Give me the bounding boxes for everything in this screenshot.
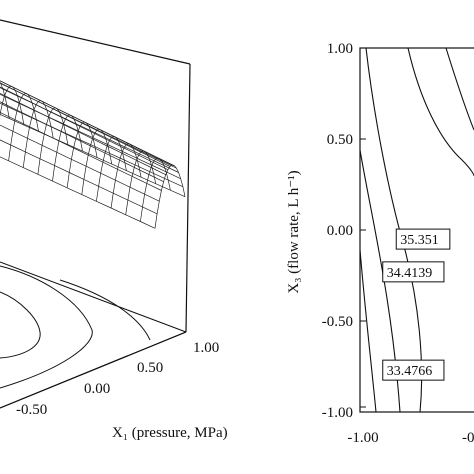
contour-line: [445, 47, 474, 131]
x-tick-label: -0: [462, 430, 474, 446]
mesh-line: [0, 87, 179, 173]
contour-line: [359, 249, 377, 413]
contour-label-box: [395, 228, 451, 250]
contour-label: 33.4766: [387, 364, 433, 379]
x1-axis-line: [0, 331, 187, 409]
y-axis-ticks: [360, 47, 366, 408]
mesh-line: [0, 139, 158, 215]
x-tick-label: -1.00: [347, 430, 378, 446]
box-edge-right: [185, 63, 191, 333]
contour-labels: 35.351 34.4139 33.4766: [382, 228, 451, 381]
x1-axis: [0, 331, 187, 409]
contour-label: 35.351: [400, 233, 439, 248]
y-tick-label: -1.00: [322, 405, 353, 421]
mesh-line: [0, 82, 171, 167]
contour-label-box: [382, 359, 445, 381]
x1-tick-label: 1.00: [193, 340, 219, 356]
y-tick-label: 0.50: [327, 132, 353, 148]
contour-label: 34.4139: [387, 266, 433, 281]
contour-line: [407, 47, 474, 177]
mesh-line: [0, 114, 186, 198]
mesh-line: [0, 80, 175, 167]
x1-axis-label: X₁ (pressure, MPa): [112, 425, 228, 441]
floor-edge-back: [0, 261, 187, 333]
y-tick-label: 1.00: [327, 41, 353, 57]
floor-contour-3: [59, 279, 151, 341]
mesh-line: [0, 112, 162, 191]
y-tick-label: 0.00: [327, 223, 353, 239]
contour-plot: 1.00 0.50 0.00 -0.50 -1.00 -1.00 -0 X₃ (…: [286, 41, 474, 446]
mesh-line: [154, 164, 186, 229]
contour-line: [365, 47, 423, 413]
y-axis-label: X₃ (flow rate, L h⁻¹): [286, 170, 302, 293]
mesh-line: [0, 102, 184, 188]
y-tick-label: -0.50: [322, 314, 353, 330]
floor-contour-2: [0, 265, 93, 389]
mesh-line: [0, 101, 164, 183]
contour-label-box: [382, 261, 445, 283]
mesh-line: [0, 93, 181, 180]
x1-tick-label: -0.50: [16, 402, 47, 418]
mesh-line: [0, 86, 169, 171]
box-edge-top: [0, 19, 191, 65]
x1-tick-label: 0.00: [84, 381, 110, 397]
mesh-line: [140, 157, 171, 222]
x1-tick-label: 0.50: [137, 360, 163, 376]
mesh-line: [0, 124, 160, 202]
mesh-line: [0, 80, 173, 166]
floor-contour-1: [0, 291, 41, 359]
mesh-line: [0, 92, 166, 176]
floor-contours: [0, 265, 151, 389]
surface-mesh: [0, 80, 186, 229]
mesh-line: [0, 156, 156, 229]
surface-plot: 1.00 0.50 0.00 -0.50 X₁ (pressure, MPa): [0, 19, 228, 441]
mesh-line: [0, 81, 10, 119]
